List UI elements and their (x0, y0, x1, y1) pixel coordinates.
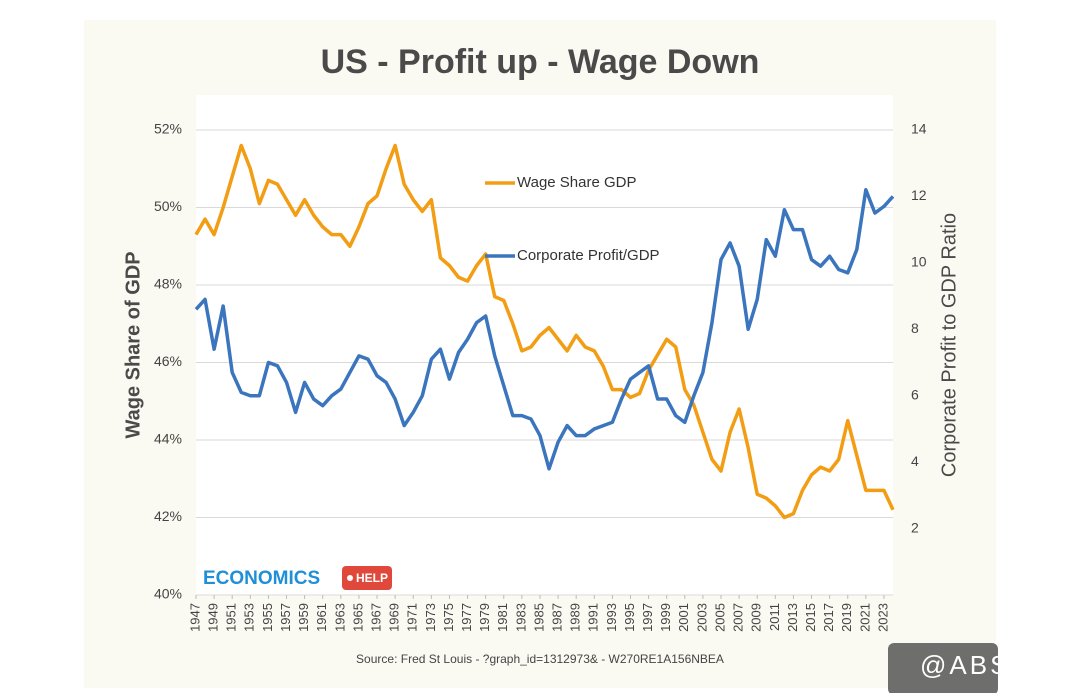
x-tick-label: 1973 (423, 603, 438, 632)
y-tick-label: 50% (154, 198, 182, 214)
x-tick-label: 2007 (731, 603, 746, 632)
y2-tick-label: 10 (911, 254, 927, 270)
y-tick-label: 42% (154, 508, 182, 524)
x-tick-label: 1961 (314, 603, 329, 632)
x-tick-label: 2015 (803, 603, 818, 632)
y-tick-label: 46% (154, 353, 182, 369)
x-tick-label: 1979 (477, 603, 492, 632)
x-tick-label: 2003 (694, 603, 709, 632)
x-tick-label: 1983 (513, 603, 528, 632)
x-tick-label: 1993 (604, 603, 619, 632)
logo-badge-text: HELP (356, 571, 388, 585)
source-note: Source: Fred St Louis - ?graph_id=131297… (356, 652, 724, 666)
y2-tick-label: 4 (911, 453, 919, 469)
y2-axis-label: Corporate Profit to GDP Ratio (938, 213, 960, 477)
x-tick-label: 1963 (332, 603, 347, 632)
data-line (194, 143, 895, 520)
data-line (194, 188, 895, 471)
x-tick-label: 1985 (531, 603, 546, 632)
x-tick-label: 1995 (622, 603, 637, 632)
x-tick-label: 2001 (676, 603, 691, 632)
x-tick-label: 1977 (459, 603, 474, 632)
x-tick-label: 1955 (260, 603, 275, 632)
x-tick-label: 1953 (242, 603, 257, 632)
logo-badge (342, 566, 392, 590)
x-tick-label: 1947 (187, 603, 202, 632)
y2-tick-label: 12 (911, 187, 927, 203)
y-tick-label: 48% (154, 276, 182, 292)
watermark: @ABSANA (920, 650, 1073, 680)
x-tick-label: 1959 (296, 603, 311, 632)
logo-text: ECONOMICS (203, 568, 320, 589)
x-tick-label: 1951 (224, 603, 239, 632)
x-tick-label: 1949 (206, 603, 221, 632)
x-tick-label: 1965 (350, 603, 365, 632)
x-tick-label: 1991 (586, 603, 601, 632)
y-tick-label: 44% (154, 431, 182, 447)
x-tick-label: 2011 (767, 603, 782, 631)
legend-label: Corporate Profit/GDP (517, 247, 660, 264)
x-tick-label: 1981 (495, 603, 510, 632)
y-tick-label: 52% (154, 121, 182, 137)
x-tick-label: 2021 (857, 603, 872, 632)
y2-tick-label: 14 (911, 121, 927, 137)
x-tick-label: 1997 (640, 603, 655, 632)
x-tick-label: 1971 (405, 603, 420, 632)
x-tick-label: 2005 (712, 603, 727, 632)
watermark-box (888, 643, 998, 693)
chart-title: US - Profit up - Wage Down (321, 43, 760, 81)
y2-tick-label: 8 (911, 320, 919, 336)
x-tick-label: 1957 (278, 603, 293, 632)
x-tick-label: 2019 (839, 603, 854, 632)
x-tick-label: 1989 (568, 603, 583, 632)
y-axis-label: Wage Share of GDP (122, 251, 144, 438)
logo-dot (347, 575, 353, 581)
y-tick-label: 40% (154, 586, 182, 602)
x-tick-label: 1999 (658, 603, 673, 632)
x-tick-label: 1967 (368, 603, 383, 632)
x-tick-label: 1987 (550, 603, 565, 632)
legend-label: Wage Share GDP (517, 174, 637, 191)
x-tick-label: 1975 (441, 603, 456, 632)
y2-tick-label: 6 (911, 386, 919, 402)
x-tick-label: 2013 (785, 603, 800, 632)
plot-area (196, 95, 893, 595)
x-tick-label: 1969 (387, 603, 402, 632)
x-tick-label: 2009 (749, 603, 764, 632)
x-tick-label: 2023 (875, 603, 890, 632)
x-tick-label: 2017 (821, 603, 836, 632)
y2-tick-label: 2 (911, 519, 919, 535)
